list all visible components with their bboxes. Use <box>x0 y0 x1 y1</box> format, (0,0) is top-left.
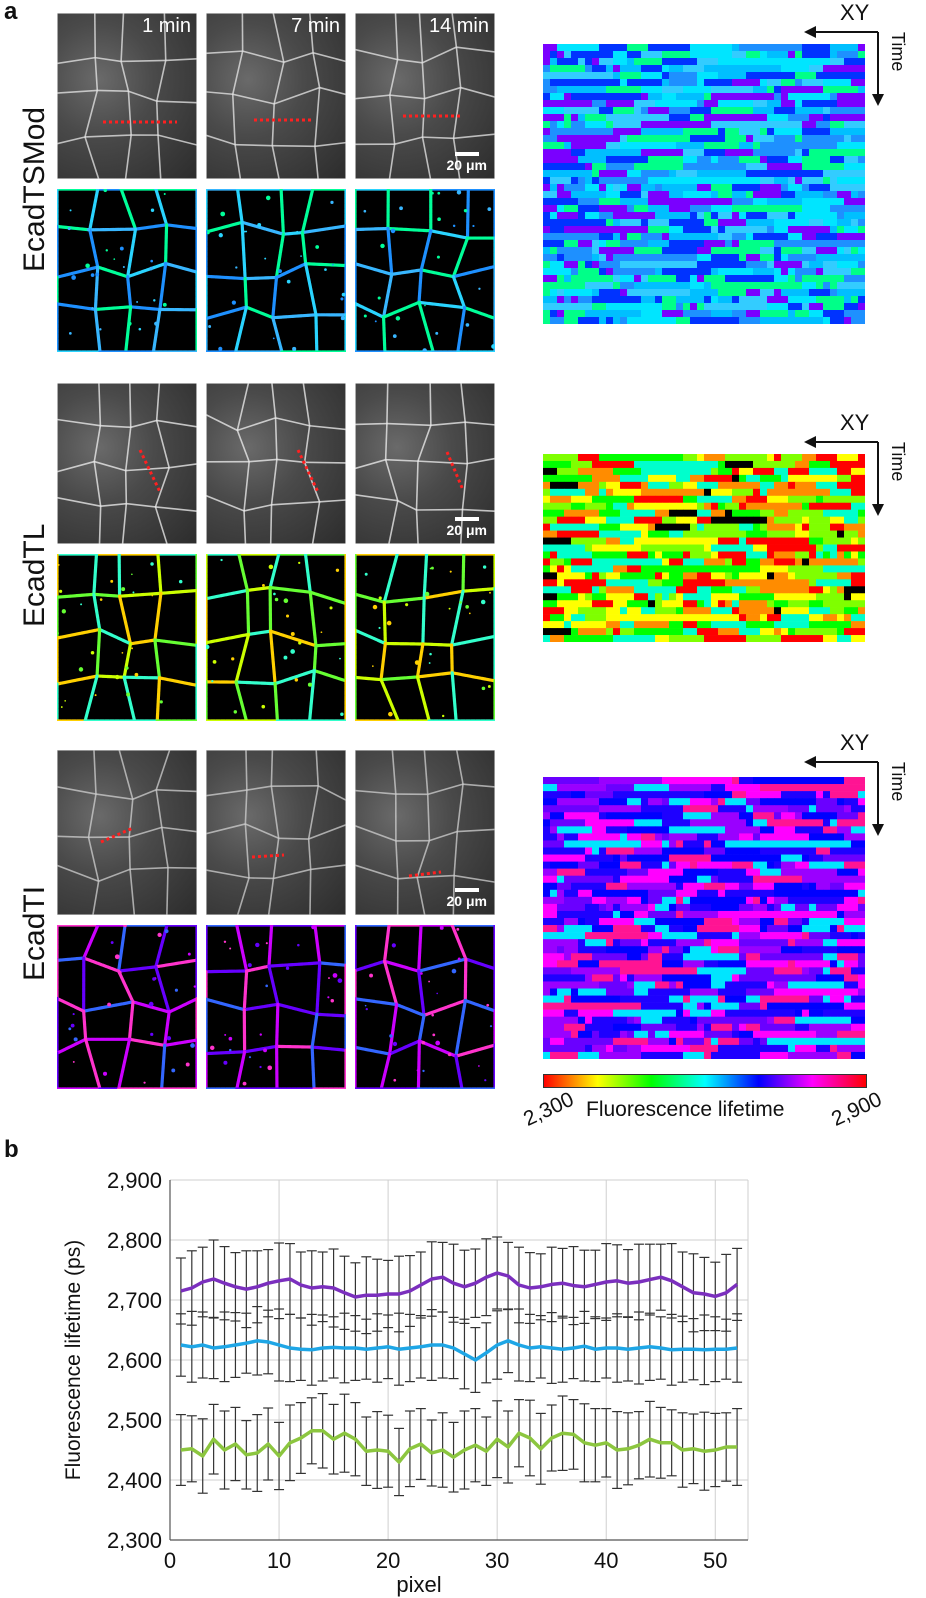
series-line <box>180 1271 739 1299</box>
y-tick-label: 2,600 <box>107 1348 162 1373</box>
kymograph-ecadtsmod <box>543 44 865 324</box>
time-label: 1 min <box>142 15 191 37</box>
lifetime-image <box>355 925 495 1089</box>
y-tick-label: 2,700 <box>107 1288 162 1313</box>
xy-time-axes: XY Time <box>800 410 908 520</box>
x-axis-label: pixel <box>396 1572 441 1597</box>
y-tick-label: 2,300 <box>107 1528 162 1553</box>
y-tick-label: 2,800 <box>107 1228 162 1253</box>
time-axis-label: Time <box>888 32 908 72</box>
kymograph-ecadtl <box>543 454 865 642</box>
lifetime-line-chart: 2,300 2,400 2,500 2,600 2,700 2,800 2,900 0 10 20… <box>62 1168 749 1597</box>
panel-b-letter: b <box>4 1136 19 1163</box>
lifetime-image <box>206 925 346 1089</box>
x-tick-label: 10 <box>267 1548 291 1573</box>
kymograph-ecadti <box>543 777 865 1059</box>
row-label-ecadtsmod: EcadTSMod <box>18 106 51 272</box>
grayscale-image: 1 min <box>57 13 197 179</box>
xy-axis-label: XY <box>840 730 870 755</box>
grayscale-image <box>57 750 197 915</box>
lifetime-image <box>57 189 197 352</box>
xy-axis-label: XY <box>840 410 870 435</box>
grayscale-image: 7 min <box>206 13 346 179</box>
x-tick-label: 30 <box>485 1548 509 1573</box>
colorbar-max-label: 2,900 <box>828 1087 886 1131</box>
lifetime-image <box>206 189 346 352</box>
row-label-ecadti: EcadTI <box>18 885 51 981</box>
series-line <box>180 1429 738 1464</box>
scale-bar: 20 μm <box>447 888 487 909</box>
y-axis-label: Fluorescence lifetime (ps) <box>62 1240 85 1480</box>
y-tick-label: 2,900 <box>107 1168 162 1193</box>
xy-time-axes: XY Time <box>800 730 908 840</box>
y-tick-label: 2,400 <box>107 1468 162 1493</box>
time-axis-label: Time <box>888 762 908 802</box>
lifetime-colorbar <box>543 1074 867 1088</box>
colorbar-min-label: 2,300 <box>520 1087 578 1131</box>
x-tick-label: 0 <box>164 1548 176 1573</box>
grayscale-image <box>57 383 197 544</box>
series-line <box>180 1339 738 1362</box>
colorbar-title: Fluorescence lifetime <box>586 1098 785 1121</box>
grayscale-image: 20 μm <box>355 383 495 544</box>
lifetime-image <box>355 554 495 721</box>
xy-axis-label: XY <box>840 0 870 25</box>
x-tick-label: 50 <box>703 1548 727 1573</box>
grayscale-image: 14 min 20 μm <box>355 13 495 179</box>
scale-bar: 20 μm <box>447 517 487 538</box>
grayscale-image: 20 μm <box>355 750 495 915</box>
scale-bar: 20 μm <box>447 152 487 173</box>
lifetime-image <box>57 554 197 721</box>
lifetime-image <box>57 925 197 1089</box>
x-tick-label: 40 <box>594 1548 618 1573</box>
time-label: 7 min <box>291 15 340 37</box>
row-label-ecadtl: EcadTL <box>18 523 51 627</box>
xy-time-axes: XY Time <box>800 0 908 110</box>
grayscale-image <box>206 383 346 544</box>
grayscale-image <box>206 750 346 915</box>
lifetime-image <box>206 554 346 721</box>
time-axis-label: Time <box>888 442 908 482</box>
lifetime-image <box>355 189 495 352</box>
panel-a-letter: a <box>4 0 18 25</box>
time-label: 14 min <box>428 15 489 37</box>
y-tick-label: 2,500 <box>107 1408 162 1433</box>
x-tick-label: 20 <box>376 1548 400 1573</box>
